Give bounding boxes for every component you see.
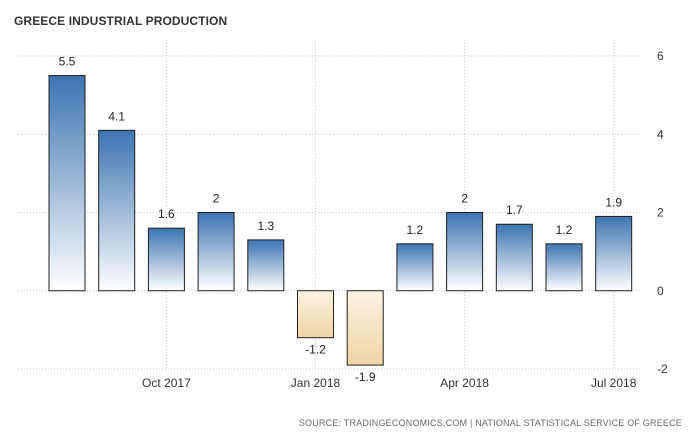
data-label: 5.5: [59, 55, 76, 69]
bar: [98, 129, 136, 292]
bar: [346, 290, 384, 366]
bar: [297, 290, 334, 339]
data-label: 4.1: [108, 109, 125, 123]
bar: [595, 215, 633, 292]
y-tick-label: -2: [657, 362, 668, 376]
data-label: 1.3: [257, 219, 274, 233]
bar: [48, 75, 86, 292]
bar: [247, 239, 285, 292]
bar: [147, 227, 185, 292]
y-tick-label: 2: [657, 206, 664, 220]
bar: [495, 223, 533, 292]
grid-layer: [18, 40, 640, 370]
x-tick-label: Jan 2018: [291, 376, 341, 390]
data-label: -1.9: [355, 370, 376, 384]
chart-title: GREECE INDUSTRIAL PRODUCTION: [14, 14, 228, 28]
data-label: 1.7: [506, 203, 523, 217]
data-label: -1.2: [305, 343, 326, 357]
data-label: 1.2: [407, 223, 424, 237]
x-tick-label: Jul 2018: [591, 376, 637, 390]
y-tick-label: 6: [657, 49, 664, 63]
y-tick-label: 4: [657, 127, 664, 141]
data-label: 1.9: [605, 195, 622, 209]
data-label: 2: [461, 192, 468, 206]
y-tick-label: 0: [657, 284, 664, 298]
data-label: 2: [213, 192, 220, 206]
bar: [197, 212, 235, 292]
source-note: SOURCE: TRADINGECONOMICS.COM | NATIONAL …: [298, 418, 682, 428]
x-tick-label: Apr 2018: [440, 376, 489, 390]
label-layer: -2 0 2 4 6 Oct 2017 Jan 2018 Apr 2018 Jul 2018 5.…: [59, 49, 668, 390]
data-label: 1.6: [158, 207, 175, 221]
bar: [545, 243, 583, 292]
bar: [396, 243, 434, 292]
bar: [446, 212, 484, 292]
data-label: 1.2: [556, 223, 573, 237]
x-tick-label: Oct 2017: [142, 376, 191, 390]
bar-layer: [48, 75, 633, 366]
